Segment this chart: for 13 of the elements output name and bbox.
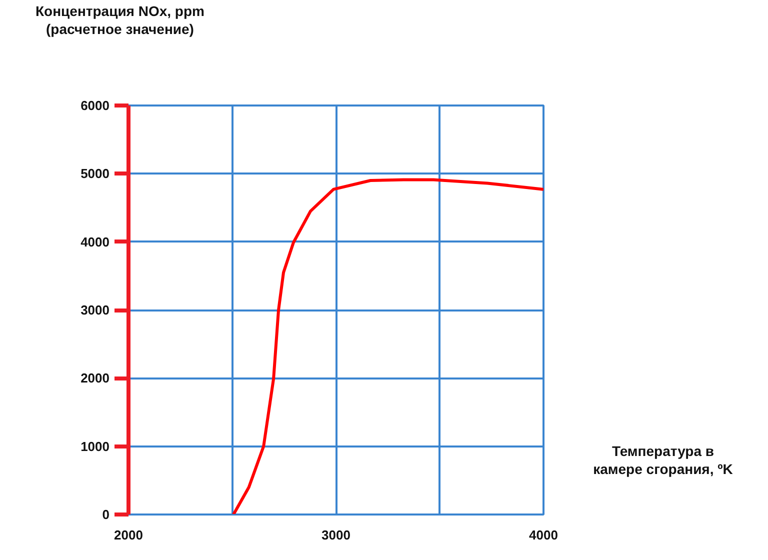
x-axis-title: Температура в камере сгорания, ºK <box>593 442 733 478</box>
x-tick-label: 2000 <box>114 528 143 542</box>
y-tick-label: 6000 <box>80 98 110 113</box>
line-series <box>232 178 544 514</box>
x-tick-label: 4000 <box>529 528 558 542</box>
y-tick-label: 1000 <box>80 438 110 454</box>
y-tick-label: 2000 <box>80 370 110 386</box>
y-tick-label: 4000 <box>80 234 110 250</box>
y-tick-label: 5000 <box>80 166 110 182</box>
y-axis-title: Концентрация NOx, ppm (расчетное значение) <box>36 2 204 38</box>
x-tick-label: 3000 <box>322 528 350 542</box>
y-tick-label: 3000 <box>80 302 110 318</box>
y-tick-label: 0 <box>102 507 110 522</box>
